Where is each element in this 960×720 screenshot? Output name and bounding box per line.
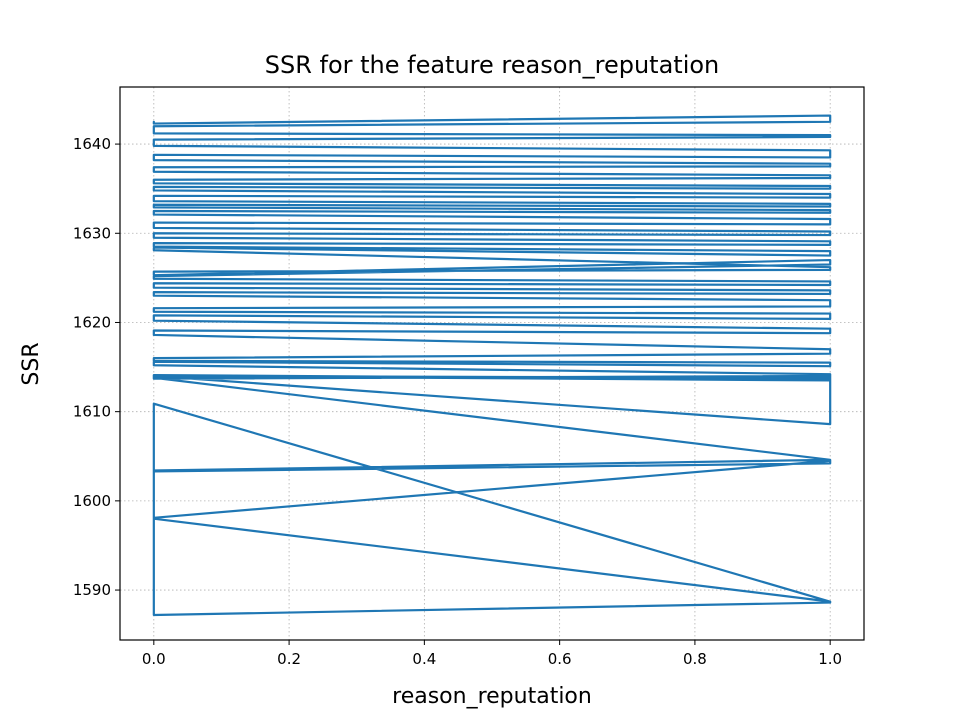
y-tick-label: 1600 — [73, 492, 111, 510]
x-tick-label: 0.8 — [683, 650, 707, 668]
plot-frame — [119, 86, 865, 641]
x-tick-label: 0.0 — [142, 650, 166, 668]
y-tick-label: 1640 — [73, 135, 111, 153]
x-tick-label: 0.2 — [277, 650, 301, 668]
y-axis-label: SSR — [19, 342, 44, 385]
x-axis-label: reason_reputation — [392, 684, 592, 709]
x-tick-label: 1.0 — [818, 650, 842, 668]
y-tick-label: 1590 — [73, 581, 111, 599]
y-axis-ticks: 1590 1600 1610 1620 1630 1640 — [73, 135, 120, 599]
y-tick-label: 1610 — [73, 403, 111, 421]
chart-title: SSR for the feature reason_reputation — [265, 51, 720, 79]
x-axis-ticks: 0.0 0.2 0.4 0.6 0.8 1.0 — [142, 640, 842, 668]
y-tick-label: 1620 — [73, 313, 111, 331]
x-tick-label: 0.6 — [548, 650, 572, 668]
y-tick-label: 1630 — [73, 224, 111, 242]
series-line — [152, 114, 832, 617]
x-tick-label: 0.4 — [412, 650, 436, 668]
series-layer — [152, 114, 832, 617]
